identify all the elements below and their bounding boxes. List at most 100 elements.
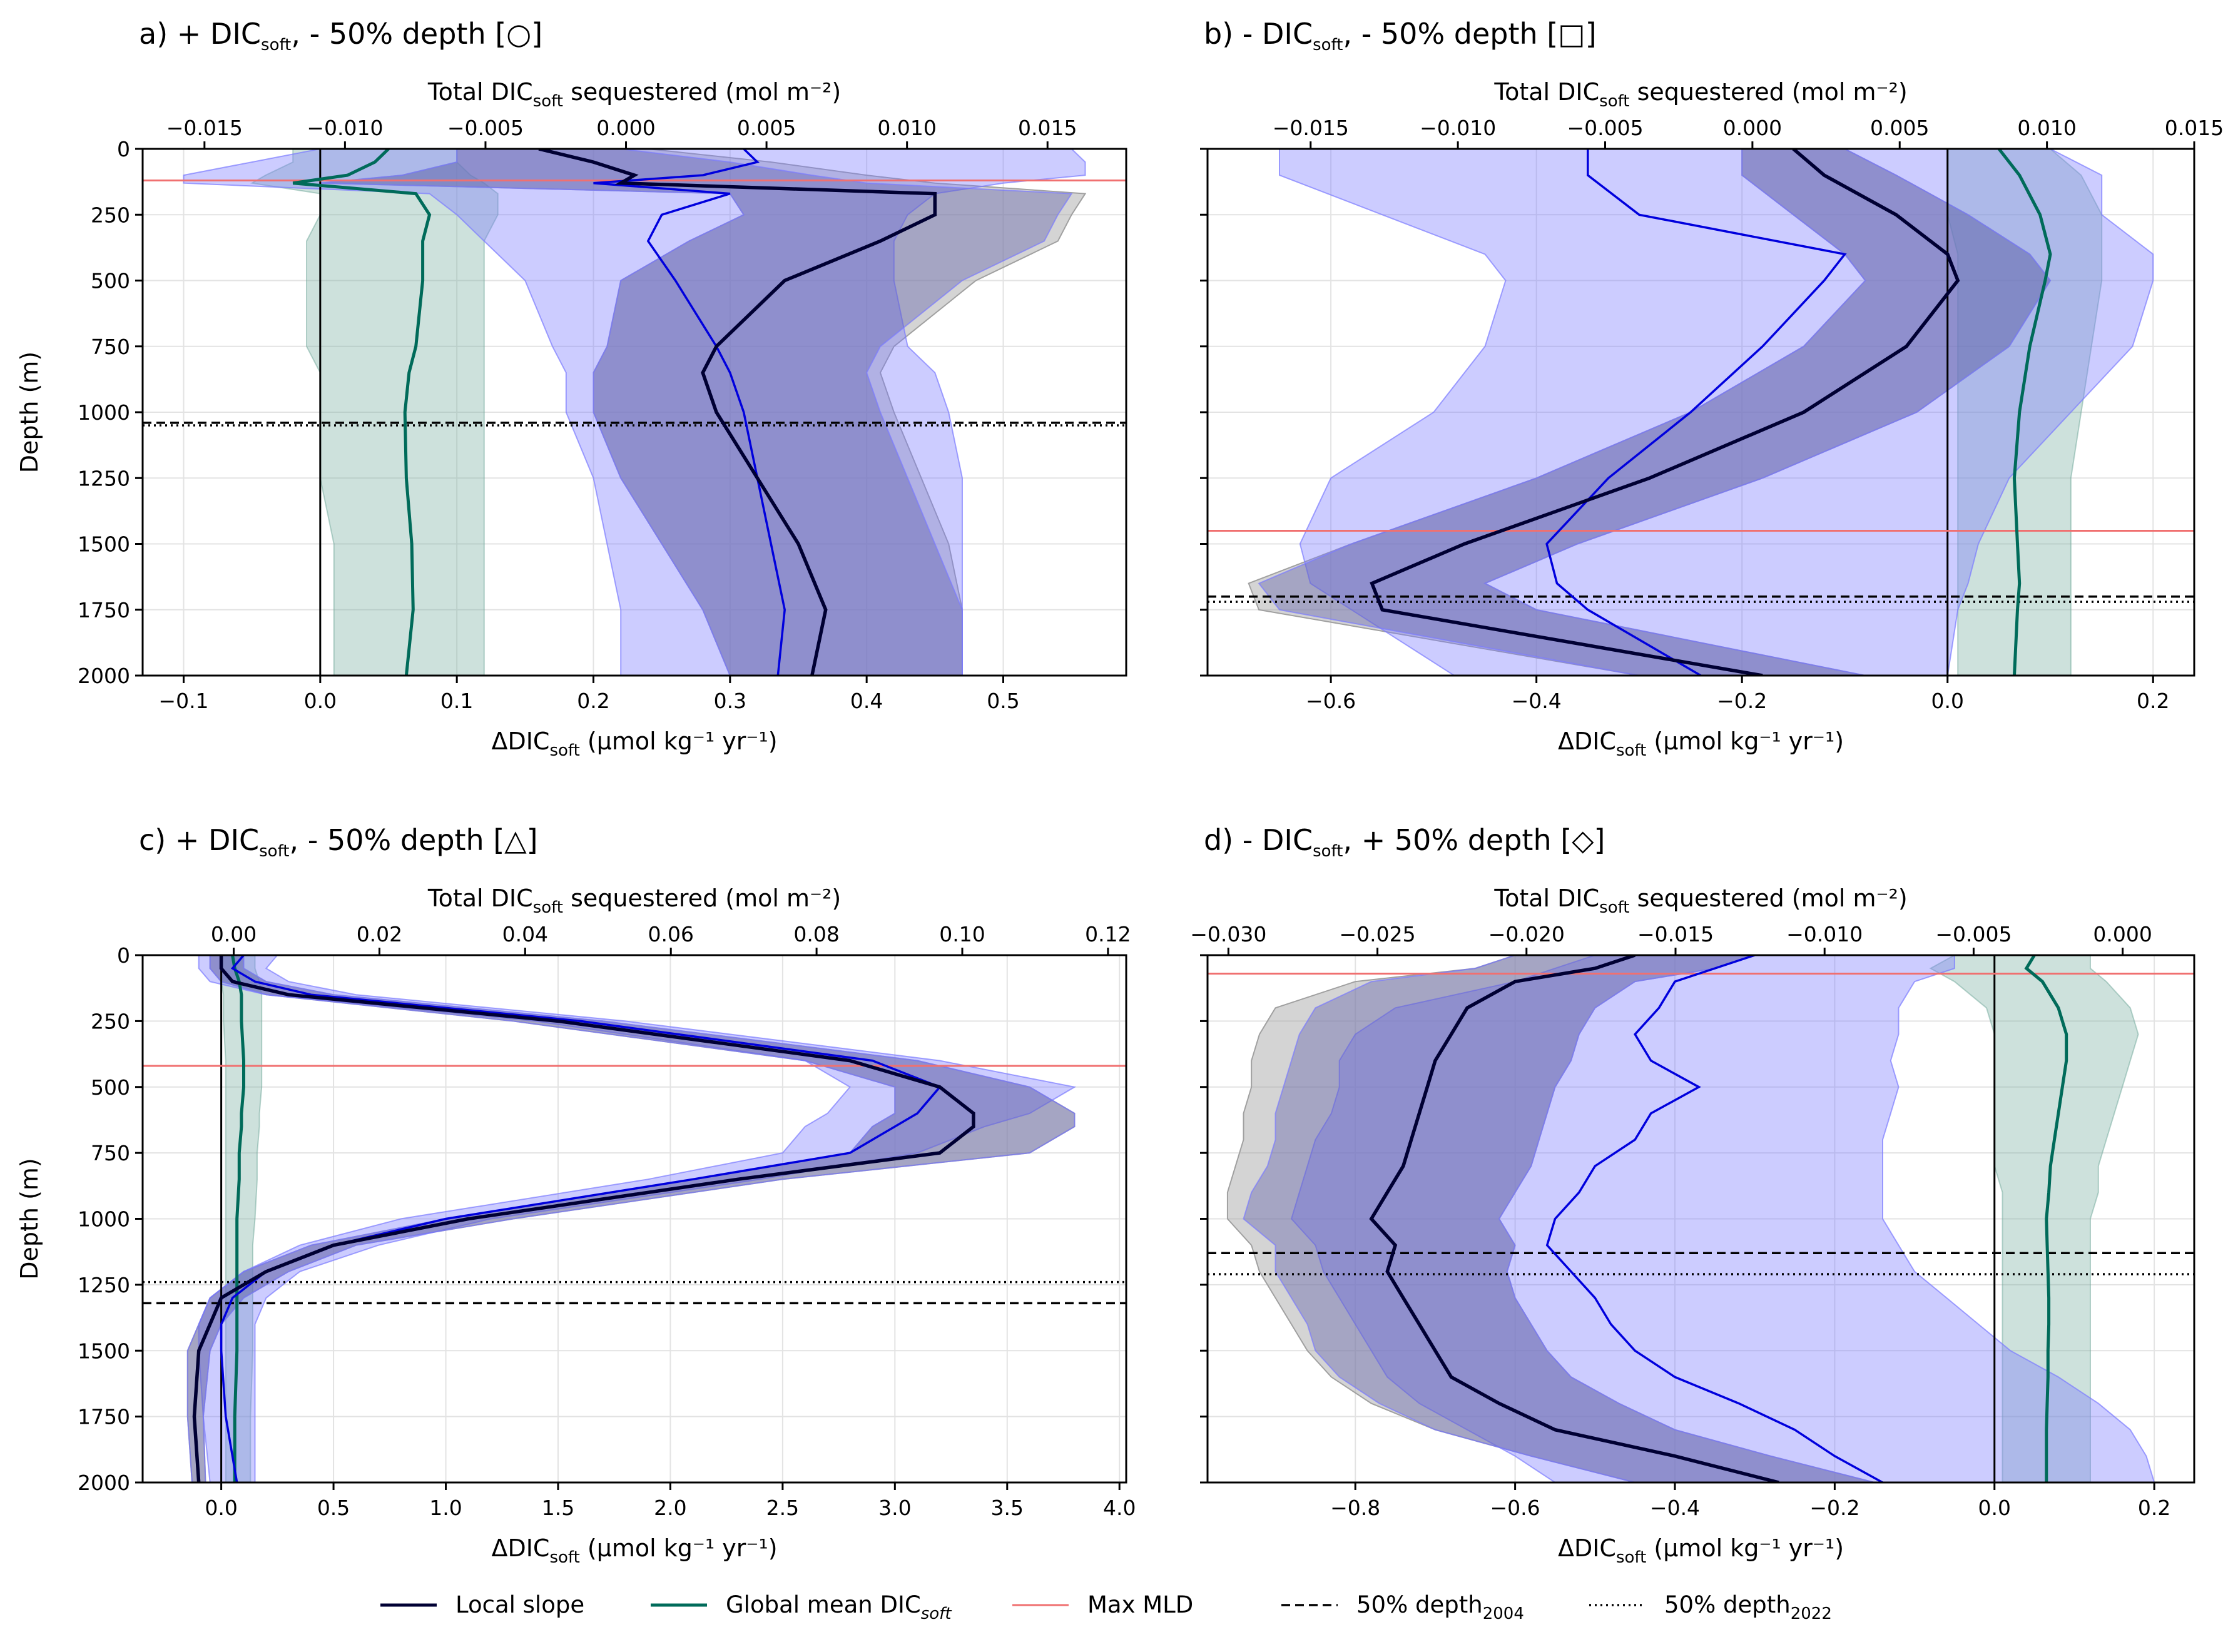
top-x-tick-label: 0.000	[2093, 922, 2152, 946]
plot-area-b	[1208, 149, 2194, 676]
sequestered-line	[1545, 149, 1847, 676]
legend-label: Max MLD	[1087, 1591, 1193, 1618]
top-x-tick-label: −0.005	[1935, 922, 2012, 946]
y-tick-label: 750	[91, 335, 130, 359]
top-x-tick-label: 0.04	[502, 922, 548, 946]
x-tick-label: −0.6	[1306, 689, 1356, 713]
local-slope-band	[1258, 149, 2052, 676]
top-x-axis-label: Total DICsoft sequestered (mol m⁻²)	[427, 78, 841, 111]
top-x-tick-label: 0.000	[596, 116, 655, 140]
x-tick-label: −0.6	[1490, 1496, 1540, 1520]
plot-area-d	[1208, 955, 2194, 1482]
top-x-tick-label: 0.000	[1723, 116, 1782, 140]
y-tick-label: 1250	[78, 466, 130, 490]
panel-a: 0 250 500 750 1000 1250 1500 1750 2000 −0.1 0.0 0.1…	[16, 17, 1127, 760]
y-tick-label: 1000	[78, 400, 130, 425]
y-axis-label: Depth (m)	[16, 1158, 43, 1280]
x-tick-label: 4.0	[1103, 1496, 1136, 1520]
global-mean-band	[220, 955, 263, 1482]
legend-item: 50% depth2022	[1589, 1591, 1832, 1623]
top-x-tick-label: 0.010	[2017, 116, 2076, 140]
x-tick-label: 0.0	[1978, 1496, 2011, 1520]
x-axis-label: ΔDICsoft (µmol kg⁻¹ yr⁻¹)	[491, 1534, 777, 1567]
legend-item: Max MLD	[1012, 1591, 1193, 1618]
x-tick-label: −0.2	[1809, 1496, 1859, 1520]
y-tick-label: 0	[117, 137, 130, 161]
top-x-tick-label: 0.015	[2165, 116, 2224, 140]
top-x-tick-label: −0.005	[447, 116, 524, 140]
y-tick-label: 500	[91, 269, 130, 293]
top-x-tick-label: −0.020	[1488, 922, 1565, 946]
y-tick-label: 250	[91, 203, 130, 227]
top-x-tick-label: 0.005	[1870, 116, 1929, 140]
x-axis-label: ΔDICsoft (µmol kg⁻¹ yr⁻¹)	[491, 727, 777, 760]
x-tick-label: −0.4	[1650, 1496, 1700, 1520]
global-mean-line	[1997, 149, 2052, 676]
x-tick-label: −0.2	[1717, 689, 1767, 713]
sequestered-line	[220, 955, 942, 1482]
y-tick-label: 1750	[78, 598, 130, 622]
top-x-tick-label: −0.015	[166, 116, 243, 140]
x-axis-label: ΔDICsoft (µmol kg⁻¹ yr⁻¹)	[1558, 727, 1844, 760]
plot-area-a	[143, 149, 1126, 676]
sequestered-band	[1279, 149, 2154, 676]
top-x-tick-label: −0.015	[1273, 116, 1349, 140]
x-tick-label: 0.2	[577, 689, 609, 713]
local-slope-band	[186, 955, 1076, 1482]
x-tick-label: 0.0	[304, 689, 337, 713]
legend-item: 50% depth2004	[1281, 1591, 1524, 1623]
y-tick-label: 1000	[78, 1207, 130, 1232]
x-tick-label: 0.1	[440, 689, 473, 713]
panel-title: c) + DICsoft, - 50% depth [△]	[139, 823, 538, 861]
x-tick-label: 0.5	[317, 1496, 350, 1520]
legend-label: 50% depth2004	[1356, 1591, 1524, 1623]
local-slope-line	[192, 955, 975, 1482]
y-tick-label: 250	[91, 1009, 130, 1033]
x-tick-label: 1.0	[429, 1496, 462, 1520]
top-x-tick-label: 0.015	[1018, 116, 1077, 140]
y-tick-label: 0	[117, 943, 130, 968]
top-x-tick-label: −0.010	[1786, 922, 1863, 946]
panel-title: b) - DICsoft, - 50% depth [□]	[1204, 17, 1597, 54]
y-tick-label: 1250	[78, 1273, 130, 1297]
legend-label: Global mean DICsoft	[726, 1591, 952, 1623]
panel-title: a) + DICsoft, - 50% depth [○]	[139, 17, 542, 54]
plot-area-c	[143, 955, 1126, 1482]
legend-item: Local slope	[380, 1591, 584, 1618]
legend-label: 50% depth2022	[1664, 1591, 1832, 1623]
x-tick-label: 0.0	[1931, 689, 1964, 713]
x-tick-label: 2.0	[654, 1496, 686, 1520]
top-x-tick-label: −0.025	[1340, 922, 1416, 946]
y-tick-label: 1750	[78, 1405, 130, 1429]
x-tick-label: 0.0	[205, 1496, 237, 1520]
top-x-tick-label: 0.10	[939, 922, 985, 946]
panel-b: −0.6 −0.4 −0.2 0.0 0.2 −0.015 −0.010 −0.005 0.00…	[1200, 17, 2224, 760]
top-x-tick-label: 0.08	[793, 922, 839, 946]
y-tick-label: 1500	[78, 1339, 130, 1363]
sequestered-band	[198, 955, 1077, 1482]
top-x-tick-label: 0.00	[211, 922, 257, 946]
panel-title: d) - DICsoft, + 50% depth [◇]	[1204, 823, 1605, 861]
x-tick-label: 2.5	[766, 1496, 799, 1520]
top-x-tick-label: −0.030	[1190, 922, 1266, 946]
x-tick-label: 1.5	[542, 1496, 574, 1520]
local-slope-line	[1369, 955, 1779, 1482]
y-tick-label: 2000	[78, 664, 130, 688]
x-tick-label: 0.2	[2137, 689, 2169, 713]
top-x-tick-label: −0.005	[1567, 116, 1643, 140]
sequestered-line	[1545, 955, 1883, 1482]
x-tick-label: −0.1	[158, 689, 208, 713]
top-x-axis-label: Total DICsoft sequestered (mol m⁻²)	[427, 884, 841, 917]
panel-c: 0 250 500 750 1000 1250 1500 1750 2000 0.0 0.5 1.0 1…	[16, 823, 1136, 1567]
x-tick-label: 0.5	[987, 689, 1019, 713]
top-x-tick-label: 0.010	[877, 116, 936, 140]
x-tick-label: −0.8	[1330, 1496, 1380, 1520]
y-axis-label: Depth (m)	[16, 352, 43, 474]
y-tick-label: 500	[91, 1075, 130, 1100]
top-x-tick-label: 0.02	[357, 922, 402, 946]
legend-label: Local slope	[455, 1591, 584, 1618]
top-x-tick-label: −0.015	[1637, 922, 1714, 946]
global-mean-line	[231, 955, 245, 1482]
top-x-tick-label: 0.06	[648, 922, 693, 946]
